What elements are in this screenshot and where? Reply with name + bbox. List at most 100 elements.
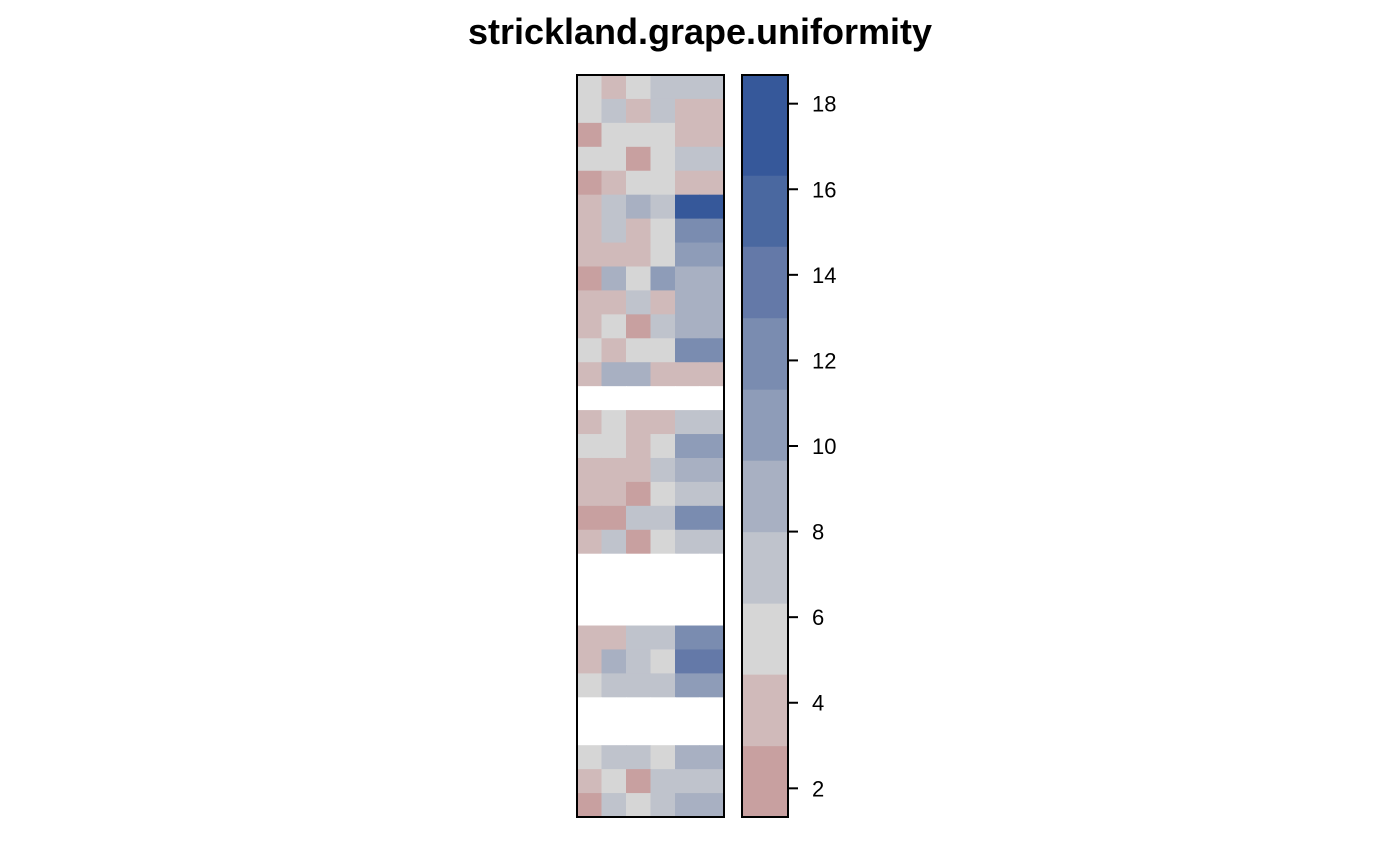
heatmap-cell <box>577 673 603 698</box>
heatmap-cell <box>699 769 725 794</box>
colorbar-tick-label: 16 <box>812 177 836 202</box>
heatmap-cell <box>626 122 652 148</box>
heatmap-cell <box>601 697 627 722</box>
heatmap-cell <box>601 290 627 315</box>
heatmap-cell <box>699 649 725 674</box>
heatmap-cell <box>577 505 603 531</box>
heatmap-cell <box>601 194 627 220</box>
heatmap-frame <box>576 74 725 818</box>
heatmap-cell <box>650 745 676 770</box>
heatmap-cell <box>650 457 676 483</box>
heatmap-cell <box>601 505 627 531</box>
heatmap-cell <box>577 146 603 172</box>
heatmap-cell <box>577 338 603 363</box>
colorbar-tick-label: 12 <box>812 348 836 373</box>
colorbar-segment <box>742 460 788 533</box>
heatmap-cell <box>601 721 627 746</box>
heatmap-cell <box>699 481 725 507</box>
heatmap-cell <box>577 553 603 579</box>
heatmap-cell <box>699 242 725 268</box>
heatmap-cell <box>650 194 676 220</box>
colorbar-legend <box>742 75 788 818</box>
heatmap-cell <box>675 362 701 387</box>
heatmap-cell <box>626 649 652 674</box>
heatmap-cell <box>650 505 676 531</box>
colorbar-segment <box>742 745 788 818</box>
heatmap-cell <box>577 577 603 603</box>
colorbar-tick-label: 6 <box>812 605 824 630</box>
heatmap-cell <box>650 577 676 603</box>
heatmap-cell <box>626 721 652 746</box>
heatmap-cell <box>601 625 627 651</box>
heatmap-cell <box>577 529 603 555</box>
heatmap-cell <box>699 314 725 339</box>
heatmap-cell <box>675 170 701 196</box>
heatmap-cell <box>577 410 603 435</box>
colorbar-segment <box>742 75 788 176</box>
heatmap-cell <box>699 98 725 124</box>
heatmap-cell <box>650 122 676 148</box>
heatmap-cell <box>675 529 701 555</box>
heatmap-cell <box>650 434 676 459</box>
heatmap-cell <box>626 434 652 459</box>
heatmap-cell <box>699 410 725 435</box>
heatmap-cell <box>650 266 676 292</box>
heatmap-cell <box>626 194 652 220</box>
heatmap-cell <box>675 745 701 770</box>
heatmap-cell <box>577 434 603 459</box>
heatmap-cell <box>650 75 676 100</box>
heatmap-cell <box>601 649 627 674</box>
heatmap-cell <box>626 529 652 555</box>
heatmap-cell <box>626 146 652 172</box>
heatmap-cell <box>650 386 676 411</box>
heatmap-cell <box>577 194 603 220</box>
heatmap-cell <box>626 505 652 531</box>
heatmap-cell <box>601 362 627 387</box>
heatmap-cell <box>675 553 701 579</box>
heatmap-cell <box>699 529 725 555</box>
heatmap-cell <box>577 218 603 244</box>
heatmap-cell <box>577 697 603 722</box>
heatmap-cell <box>699 793 725 818</box>
heatmap-cell <box>650 218 676 244</box>
heatmap-cell <box>601 577 627 603</box>
heatmap-cell <box>699 194 725 220</box>
heatmap-cell <box>699 745 725 770</box>
heatmap-cell <box>626 769 652 794</box>
colorbar-segment <box>742 531 788 604</box>
heatmap-cell <box>577 75 603 100</box>
heatmap-cell <box>675 386 701 411</box>
heatmap-cell <box>675 122 701 148</box>
heatmap-cell <box>626 314 652 339</box>
heatmap-cell <box>601 410 627 435</box>
colorbar-ticks: 2 4 6 8 10 12 14 16 18 <box>788 92 836 801</box>
heatmap-cell <box>601 793 627 818</box>
heatmap-cell <box>675 98 701 124</box>
heatmap-cell <box>626 338 652 363</box>
heatmap-cell <box>675 266 701 292</box>
heatmap-cell <box>601 218 627 244</box>
heatmap-cell <box>650 769 676 794</box>
colorbar-tick-label: 4 <box>812 691 824 716</box>
colorbar-tick-label: 18 <box>812 92 836 117</box>
heatmap-cell <box>699 170 725 196</box>
heatmap-cell <box>675 793 701 818</box>
heatmap-cell <box>699 338 725 363</box>
heatmap-cell <box>601 338 627 363</box>
heatmap-cell <box>626 98 652 124</box>
heatmap-cell <box>577 481 603 507</box>
colorbar-segment <box>742 175 788 247</box>
heatmap-cell <box>601 146 627 172</box>
heatmap-cell <box>626 697 652 722</box>
heatmap-cell <box>675 290 701 315</box>
heatmap-cell <box>577 122 603 148</box>
heatmap-cell <box>699 721 725 746</box>
colorbar-segment <box>742 246 788 319</box>
heatmap-cell <box>699 601 725 627</box>
heatmap-cell <box>601 457 627 483</box>
heatmap-cell <box>626 577 652 603</box>
heatmap-cell <box>601 529 627 555</box>
heatmap-cell <box>577 457 603 483</box>
colorbar-segment <box>742 674 788 747</box>
